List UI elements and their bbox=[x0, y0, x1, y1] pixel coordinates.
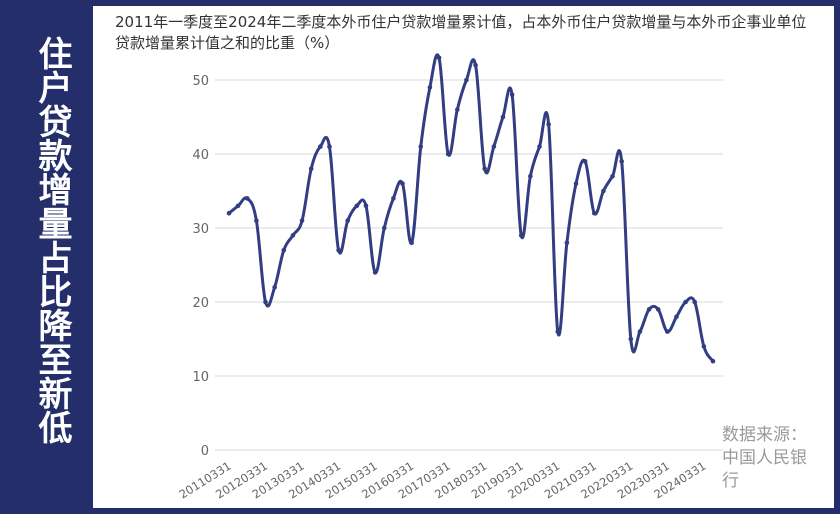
data-point bbox=[582, 159, 588, 164]
data-point bbox=[226, 210, 232, 216]
data-point bbox=[381, 225, 387, 231]
data-point bbox=[363, 203, 369, 209]
data-point bbox=[528, 173, 533, 179]
data-point bbox=[372, 270, 378, 275]
data-point bbox=[455, 107, 460, 112]
series-line bbox=[227, 53, 715, 363]
y-tick-label: 40 bbox=[192, 148, 209, 163]
data-point bbox=[254, 218, 259, 223]
data-point bbox=[400, 181, 405, 186]
data-point bbox=[272, 284, 277, 290]
data-point bbox=[235, 203, 241, 209]
chart-panel: 2011年一季度至2024年二季度本外币住户贷款增量累计值，占本外币住户贷款增量… bbox=[93, 6, 834, 508]
data-source-note: 数据来源：中国人民银行 bbox=[722, 425, 807, 491]
data-point bbox=[692, 299, 698, 305]
data-point bbox=[445, 151, 451, 157]
data-point bbox=[308, 166, 314, 172]
y-tick-label: 10 bbox=[192, 370, 209, 385]
data-point bbox=[610, 173, 615, 179]
data-point bbox=[701, 344, 707, 349]
data-point bbox=[244, 196, 250, 201]
data-point bbox=[637, 329, 643, 334]
data-point bbox=[491, 144, 497, 149]
chart-title: 2011年一季度至2024年二季度本外币住户贷款增量累计值，占本外币住户贷款增量… bbox=[115, 13, 807, 52]
data-point bbox=[546, 122, 551, 127]
data-point bbox=[500, 114, 506, 120]
data-point bbox=[628, 336, 634, 342]
data-point bbox=[354, 203, 360, 209]
y-tick-label: 30 bbox=[192, 222, 209, 237]
data-point bbox=[473, 62, 478, 68]
data-point bbox=[619, 159, 624, 164]
data-point bbox=[299, 218, 305, 223]
data-point bbox=[336, 247, 341, 253]
data-point bbox=[290, 233, 296, 238]
data-point bbox=[573, 181, 579, 186]
data-point bbox=[509, 92, 515, 98]
data-point bbox=[263, 299, 268, 305]
data-point bbox=[555, 329, 561, 334]
y-tick-label: 50 bbox=[192, 74, 209, 89]
data-point bbox=[601, 188, 606, 194]
data-point bbox=[318, 144, 323, 149]
data-point bbox=[655, 307, 661, 312]
data-point bbox=[327, 144, 332, 149]
data-point bbox=[409, 240, 414, 246]
data-point bbox=[591, 210, 597, 216]
data-point bbox=[665, 329, 670, 334]
side-title: 住户贷款增量占比降至新低 bbox=[32, 36, 72, 444]
data-point bbox=[464, 77, 469, 83]
data-point bbox=[683, 299, 688, 305]
line-chart: 0102030405020110331201203312013033120140… bbox=[177, 53, 723, 502]
data-point bbox=[418, 144, 424, 149]
data-point bbox=[537, 144, 542, 149]
data-point bbox=[436, 55, 442, 61]
y-tick-label: 20 bbox=[192, 296, 209, 311]
data-point bbox=[674, 314, 679, 320]
data-point bbox=[646, 307, 652, 312]
data-point bbox=[710, 358, 716, 364]
y-tick-label: 0 bbox=[201, 444, 209, 459]
data-point bbox=[391, 196, 396, 201]
data-point bbox=[482, 166, 487, 172]
data-point bbox=[518, 233, 524, 238]
data-point bbox=[564, 240, 570, 246]
data-point bbox=[427, 85, 433, 90]
data-point bbox=[281, 247, 287, 253]
data-point bbox=[345, 218, 351, 223]
